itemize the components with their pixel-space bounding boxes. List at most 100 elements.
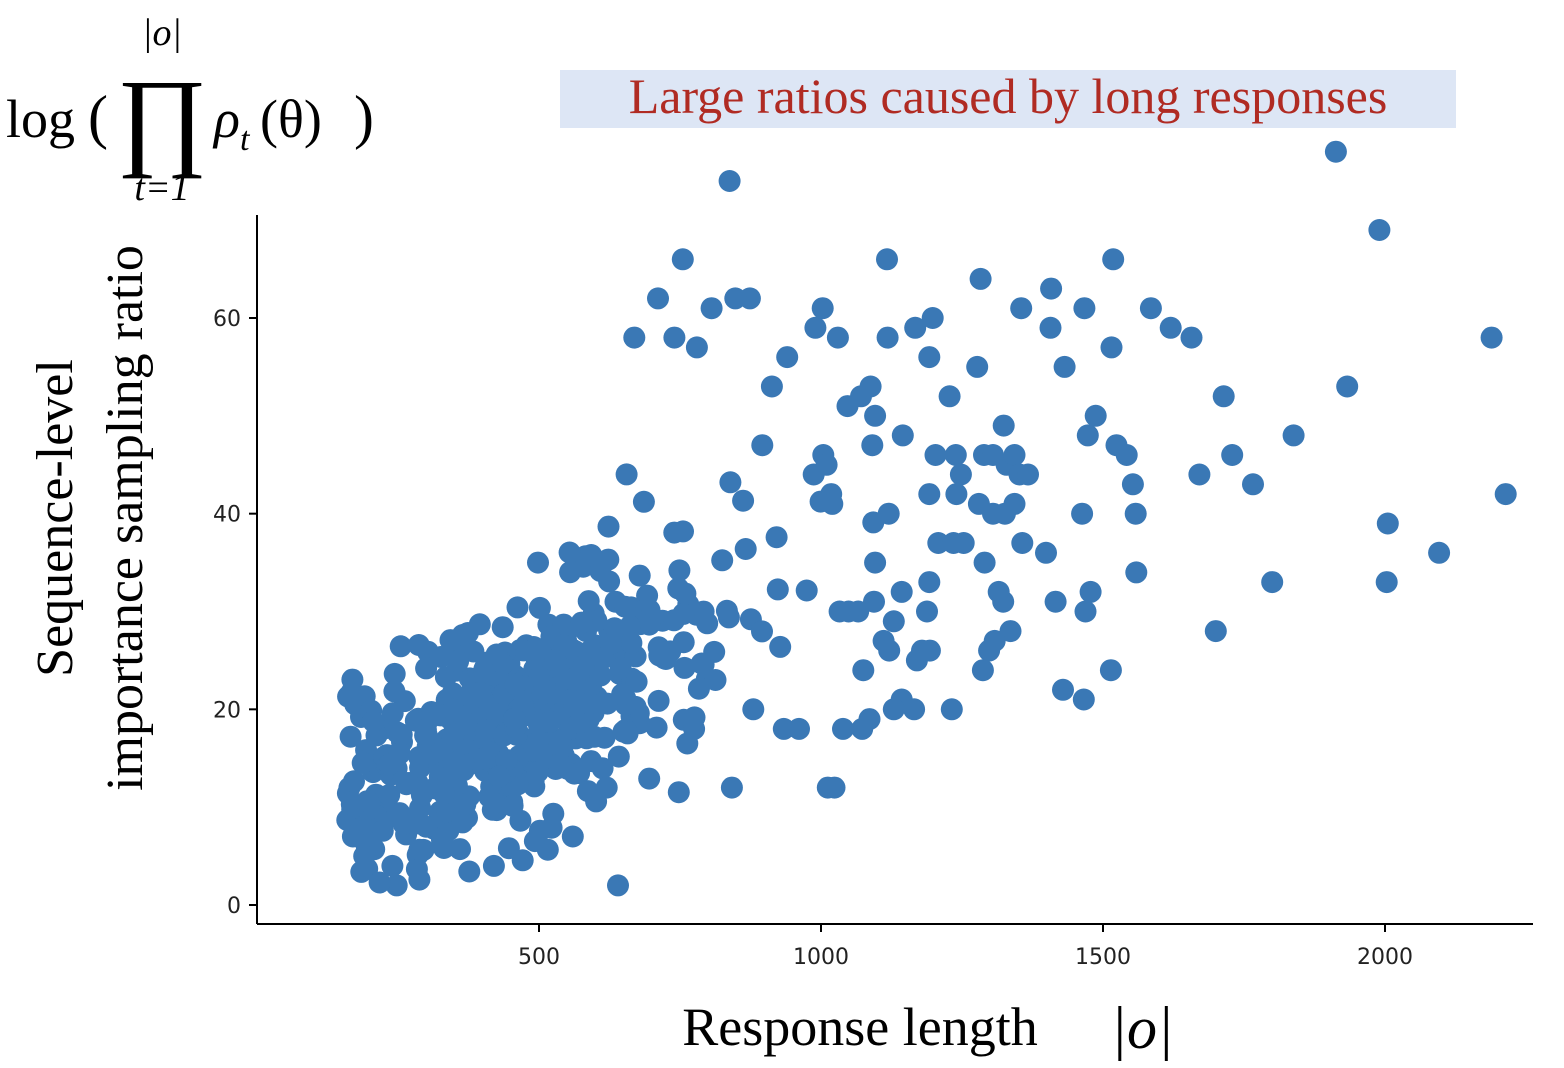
scatter-point	[593, 726, 616, 749]
scatter-point	[442, 698, 465, 721]
scatter-point	[482, 854, 505, 877]
scatter-point	[388, 802, 411, 825]
scatter-point	[1180, 326, 1203, 349]
y-axis-label: Sequence-level importance sampling ratio	[27, 245, 154, 791]
scatter-point	[815, 453, 838, 476]
scatter-point	[704, 669, 727, 691]
scatter-point	[718, 170, 741, 192]
scatter-point	[475, 721, 497, 743]
scatter-point	[1159, 316, 1182, 339]
scatter-point	[1072, 688, 1095, 711]
scatter-point	[944, 444, 967, 466]
y-tick-label: 0	[227, 894, 241, 919]
scatter-point	[501, 794, 524, 817]
scatter-point	[491, 616, 514, 639]
scatter-point	[559, 561, 582, 584]
scatter-point	[903, 698, 926, 721]
scatter-point	[1376, 512, 1399, 535]
scatter-point	[683, 717, 706, 740]
scatter-point	[429, 646, 452, 668]
scatter-point	[877, 502, 900, 525]
scatter-point	[549, 753, 572, 776]
scatter-point	[1242, 473, 1264, 496]
scatter-point	[632, 490, 655, 513]
scatter-point	[1221, 444, 1244, 466]
scatter-point	[672, 631, 695, 654]
scatter-point	[528, 596, 551, 619]
scatter-point	[436, 800, 459, 823]
scatter-point	[1480, 326, 1503, 349]
scatter-point	[719, 471, 742, 494]
scatter-point	[568, 712, 591, 734]
scatter-point	[864, 551, 887, 574]
scatter-point	[852, 659, 875, 682]
formula-rho-subscript: t	[240, 121, 251, 158]
formula-product-symbol: ∏	[117, 57, 208, 179]
scatter-point	[967, 492, 990, 515]
scatter-point	[663, 609, 685, 632]
scatter-point	[878, 639, 901, 662]
x-tick-label: 2000	[1357, 945, 1413, 970]
scatter-point	[432, 782, 455, 805]
scatter-point	[591, 757, 614, 780]
scatter-point	[611, 683, 634, 706]
scatter-point	[1084, 404, 1107, 427]
scatter-point	[415, 815, 438, 838]
y-axis-label-line-2: importance sampling ratio	[97, 245, 154, 791]
scatter-point	[341, 668, 364, 691]
scatter-point	[439, 629, 462, 652]
scatter-point	[1115, 444, 1138, 466]
scatter-point	[625, 670, 648, 693]
scatter-point	[672, 520, 694, 543]
scatter-point	[1076, 424, 1099, 447]
scatter-point	[469, 681, 492, 704]
scatter-point	[504, 673, 527, 696]
scatter-point	[572, 654, 595, 677]
chart-title: Large ratios caused by long responses	[629, 68, 1388, 124]
scatter-point	[1039, 316, 1062, 339]
scatter-point	[609, 657, 632, 680]
scatter-point	[506, 596, 529, 619]
scatter-point	[711, 549, 734, 572]
scatter-point	[832, 717, 854, 740]
x-axis-label: Response length	[682, 997, 1037, 1057]
scatter-point	[389, 635, 412, 658]
scatter-point	[339, 725, 362, 748]
scatter-point	[949, 463, 972, 486]
scatter-point	[612, 720, 635, 743]
scatter-point	[442, 723, 465, 746]
scatter-point	[1139, 297, 1162, 320]
scatter-point	[1053, 355, 1076, 378]
scatter-point	[388, 742, 411, 765]
scatter-point	[828, 600, 851, 623]
scatter-point	[766, 578, 789, 601]
formula-argument: (θ)	[260, 89, 322, 149]
scatter-point	[383, 662, 406, 685]
scatter-point	[628, 564, 651, 587]
scatter-point	[544, 649, 567, 672]
scatter-point	[732, 489, 755, 512]
scatter-point	[1100, 336, 1123, 359]
scatter-point	[488, 765, 511, 788]
scatter-point	[570, 611, 593, 634]
scatter-point	[563, 695, 586, 718]
ticks: 500 1000 1500 2000 0 20 40 60	[213, 307, 1413, 970]
scatter-point	[663, 326, 686, 349]
scatter-point	[458, 860, 481, 883]
scatter-point	[478, 697, 501, 720]
scatter-point	[528, 819, 551, 842]
scatter-point	[449, 838, 471, 861]
scatter-point	[1188, 463, 1211, 486]
scatter-point	[876, 326, 899, 349]
scatter-point	[765, 526, 788, 549]
scatter-point	[526, 731, 549, 754]
scatter-point	[772, 717, 795, 740]
scatter-point	[673, 656, 696, 679]
formula-product-lower: t=1	[134, 167, 189, 209]
scatter-point	[826, 326, 849, 349]
scatter-point	[851, 717, 874, 740]
scatter-point	[924, 444, 947, 466]
scatter-point	[692, 653, 715, 676]
scatter-point	[971, 659, 994, 682]
scatter-point	[671, 248, 694, 271]
